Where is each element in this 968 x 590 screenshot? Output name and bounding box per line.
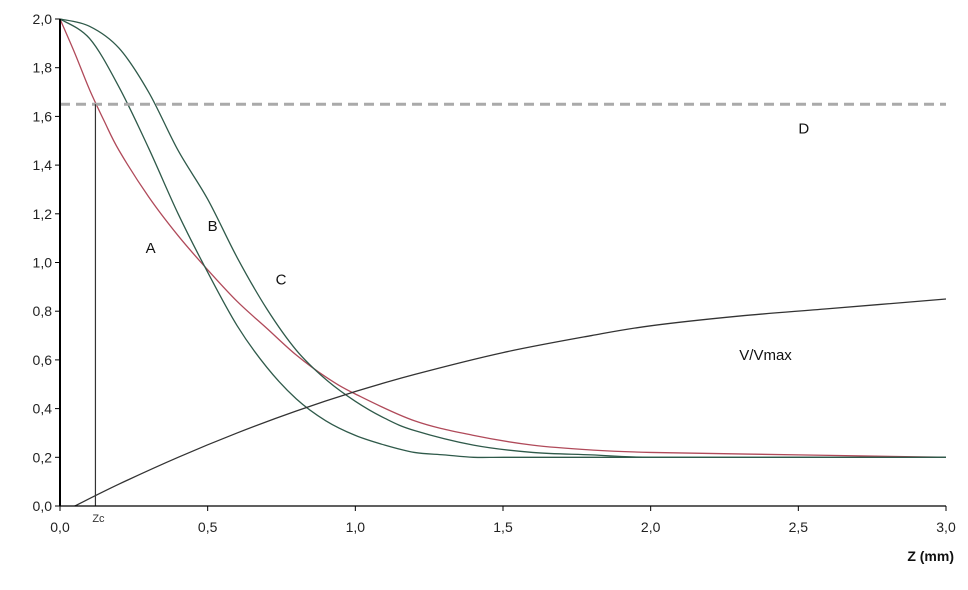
y-tick-label: 1,0 [33, 255, 53, 271]
x-tick-label: 3,0 [936, 519, 956, 535]
y-tick-label: 0,6 [33, 352, 53, 368]
x-tick-label: 2,0 [641, 519, 661, 535]
series-v-vmax-line [74, 298, 947, 507]
series-b-line [59, 18, 946, 459]
zc-label: Zc [92, 513, 105, 525]
series-c-line [59, 18, 946, 459]
y-tick-label: 0,8 [33, 303, 53, 319]
x-tick-label: 0,5 [198, 519, 218, 535]
y-axis-ticks: 0,0 0,2 0,4 0,6 0,8 1,0 1,2 1,4 1,6 1,8 2,0 [33, 11, 60, 514]
curve-label: B [208, 218, 218, 235]
x-tick-label: 1,5 [493, 519, 513, 535]
y-tick-label: 0,4 [33, 401, 53, 417]
x-tick-label: 2,5 [789, 519, 809, 535]
y-tick-label: 2,0 [33, 11, 53, 27]
x-axis-ticks: 0,0 0,5 1,0 1,5 2,0 2,5 3,0 [50, 506, 956, 535]
zc-marker: Zc [92, 104, 105, 525]
curve-label: D [798, 120, 809, 137]
curves [59, 18, 947, 507]
y-tick-label: 1,6 [33, 108, 53, 124]
curve-label: A [146, 240, 156, 257]
x-tick-label: 0,0 [50, 519, 70, 535]
y-tick-label: 1,2 [33, 206, 53, 222]
y-tick-label: 1,4 [33, 157, 53, 173]
y-tick-label: 1,8 [33, 60, 53, 76]
y-tick-label: 0,2 [33, 449, 53, 465]
curve-label: C [276, 271, 287, 288]
curve-label: V/Vmax [739, 347, 792, 364]
x-axis-title: Z (mm) [907, 548, 954, 564]
curve-labels: A B C D V/Vmax [146, 120, 810, 363]
x-tick-label: 1,0 [346, 519, 366, 535]
series-a-line [59, 18, 947, 458]
y-tick-label: 0,0 [33, 498, 53, 514]
